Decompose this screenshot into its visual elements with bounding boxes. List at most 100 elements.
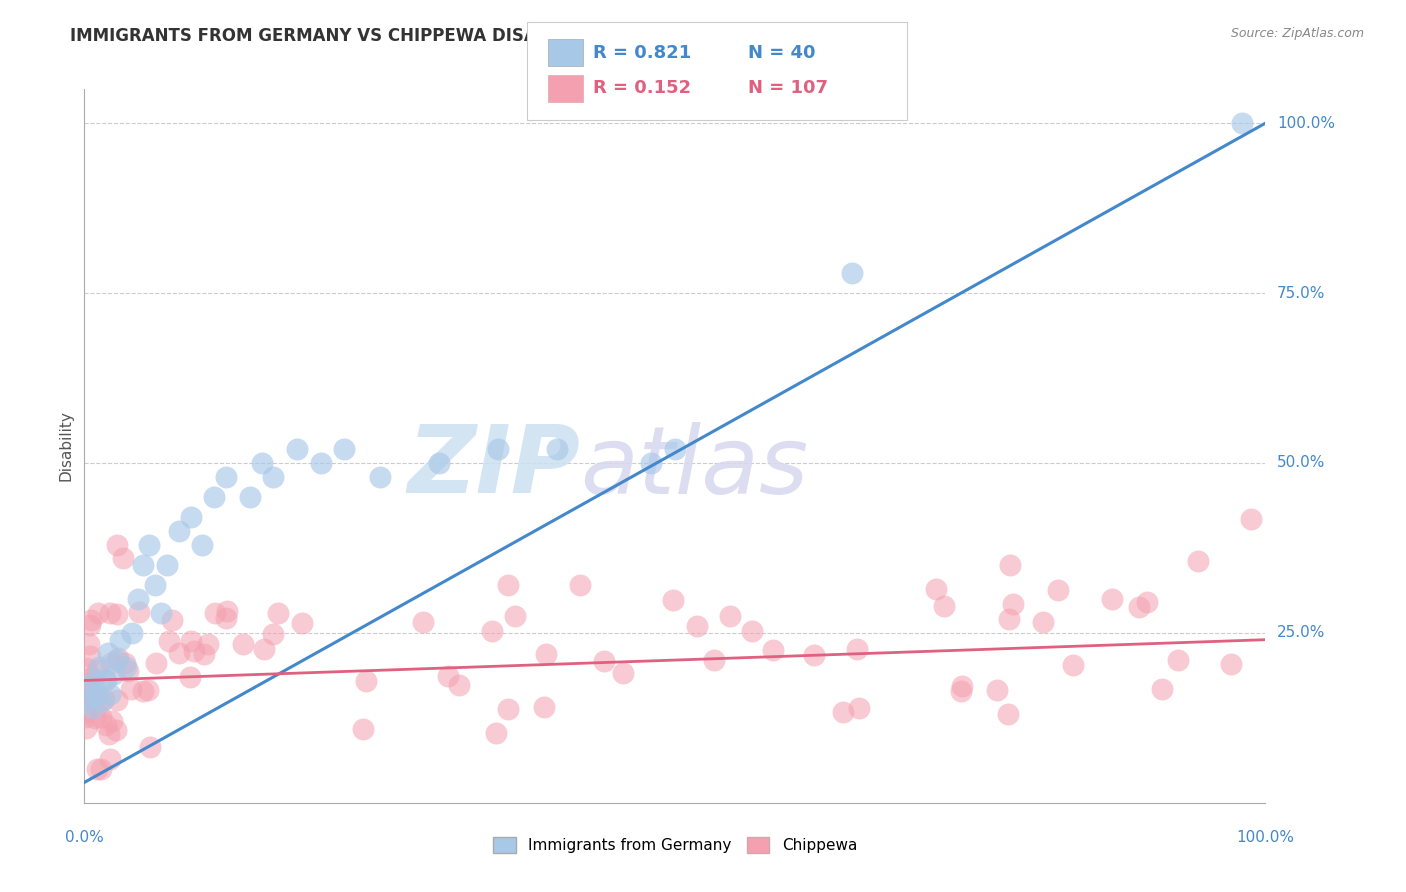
Point [285, 442, 308, 457]
Point [82, 700, 104, 714]
Point [534, 647, 557, 661]
Point [412, 615, 434, 630]
Point [107, 653, 129, 667]
Point [950, 684, 973, 698]
Point [266, 606, 288, 620]
Point [191, 537, 214, 551]
Point [498, 702, 520, 716]
Point [128, 605, 150, 619]
Point [232, 637, 254, 651]
Point [108, 632, 131, 647]
Legend: Immigrants from Germany, Chippewa: Immigrants from Germany, Chippewa [486, 831, 863, 859]
Point [105, 692, 128, 706]
Point [1101, 591, 1123, 606]
Point [160, 613, 183, 627]
Point [94, 717, 117, 731]
Text: ZIP: ZIP [408, 421, 581, 514]
Point [841, 266, 863, 280]
Point [986, 683, 1008, 698]
Point [138, 537, 160, 551]
Point [120, 681, 142, 696]
Point [97, 646, 120, 660]
Point [167, 524, 190, 538]
Point [150, 606, 173, 620]
Point [179, 670, 201, 684]
Point [664, 442, 686, 457]
Point [107, 650, 129, 665]
Point [290, 616, 312, 631]
Point [193, 647, 215, 661]
Point [427, 456, 450, 470]
Point [79, 680, 101, 694]
Point [204, 606, 226, 620]
Point [87, 660, 110, 674]
Y-axis label: Disability: Disability [58, 410, 73, 482]
Point [1002, 598, 1025, 612]
Point [662, 592, 685, 607]
Text: N = 40: N = 40 [748, 44, 815, 62]
Point [486, 442, 509, 457]
Point [98, 687, 121, 701]
Point [1150, 682, 1173, 697]
Point [121, 626, 143, 640]
Point [262, 469, 284, 483]
Point [76, 661, 98, 675]
Point [485, 726, 508, 740]
Point [183, 644, 205, 658]
Point [703, 653, 725, 667]
Point [686, 619, 709, 633]
Point [215, 469, 238, 483]
Point [86, 687, 108, 701]
Point [262, 626, 284, 640]
Point [167, 646, 190, 660]
Point [997, 612, 1019, 626]
Point [1136, 595, 1159, 609]
Point [79, 681, 101, 696]
Point [143, 578, 166, 592]
Text: 75.0%: 75.0% [1277, 285, 1326, 301]
Point [368, 469, 391, 483]
Point [503, 608, 526, 623]
Point [215, 604, 238, 618]
Point [1187, 554, 1209, 568]
Point [546, 442, 568, 457]
Text: 50.0%: 50.0% [1277, 456, 1326, 470]
Point [132, 683, 155, 698]
Point [202, 490, 225, 504]
Point [105, 723, 128, 738]
Point [79, 618, 101, 632]
Text: 0.0%: 0.0% [65, 830, 104, 845]
Point [612, 666, 634, 681]
Point [77, 637, 100, 651]
Point [86, 606, 108, 620]
Point [215, 610, 238, 624]
Point [76, 705, 98, 719]
Point [75, 710, 97, 724]
Point [91, 694, 114, 708]
Point [950, 679, 973, 693]
Point [180, 510, 202, 524]
Point [89, 762, 111, 776]
Point [1167, 653, 1189, 667]
Point [93, 691, 115, 706]
Point [1062, 657, 1084, 672]
Text: R = 0.821: R = 0.821 [593, 44, 692, 62]
Text: IMMIGRANTS FROM GERMANY VS CHIPPEWA DISABILITY CORRELATION CHART: IMMIGRANTS FROM GERMANY VS CHIPPEWA DISA… [70, 27, 801, 45]
Point [718, 609, 741, 624]
Point [98, 607, 121, 621]
Point [94, 673, 117, 688]
Point [640, 456, 662, 470]
Point [79, 649, 101, 664]
Point [100, 656, 122, 670]
Point [82, 674, 104, 689]
Point [77, 693, 100, 707]
Point [127, 591, 149, 606]
Point [437, 668, 460, 682]
Text: N = 107: N = 107 [748, 79, 828, 97]
Point [533, 699, 555, 714]
Point [356, 673, 378, 688]
Point [481, 624, 503, 639]
Text: atlas: atlas [581, 422, 808, 513]
Point [1032, 615, 1054, 630]
Point [86, 762, 108, 776]
